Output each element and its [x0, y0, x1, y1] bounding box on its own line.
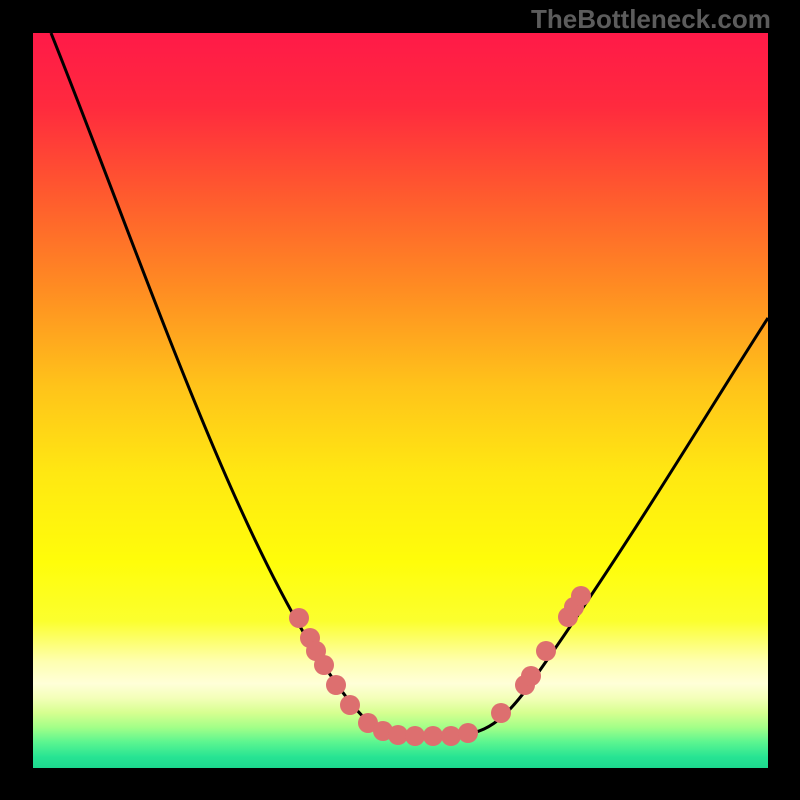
data-marker [405, 726, 425, 746]
data-marker [458, 723, 478, 743]
data-marker [491, 703, 511, 723]
data-marker [423, 726, 443, 746]
data-marker [558, 607, 578, 627]
data-marker [373, 721, 393, 741]
data-marker [326, 675, 346, 695]
data-marker [314, 655, 334, 675]
frame-left [0, 0, 33, 800]
data-marker [521, 666, 541, 686]
data-marker [306, 641, 326, 661]
data-marker [358, 713, 378, 733]
v-curve [51, 33, 768, 735]
marker-group [289, 586, 591, 746]
data-marker [441, 726, 461, 746]
data-marker [289, 608, 309, 628]
data-marker [571, 586, 591, 606]
data-marker [515, 675, 535, 695]
chart-container: TheBottleneck.com [0, 0, 800, 800]
data-marker [340, 695, 360, 715]
data-marker [300, 628, 320, 648]
data-marker [536, 641, 556, 661]
data-marker [564, 597, 584, 617]
data-marker [388, 725, 408, 745]
watermark-label: TheBottleneck.com [531, 4, 771, 35]
curve-svg [33, 33, 768, 768]
plot-area [33, 33, 768, 768]
frame-right [768, 0, 800, 800]
frame-bottom [0, 768, 800, 800]
